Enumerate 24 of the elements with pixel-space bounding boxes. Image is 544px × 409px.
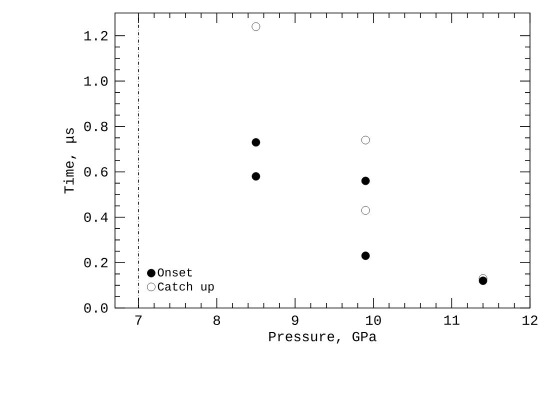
y-tick-label: 0.6 [84,167,108,177]
y-tick-label: 0.8 [84,122,108,132]
y-tick-label: 0.2 [84,258,108,268]
point [361,252,370,260]
x-tick-label: 12 [522,316,538,325]
legend-label: Catch up [158,282,214,294]
x-tick-label: 11 [444,316,460,325]
point [252,22,260,31]
point [361,206,370,215]
y-axis-title: Time, μs [64,128,77,194]
point [252,138,260,147]
point [361,176,370,186]
x-tick-label: 9 [292,316,298,325]
x-tick-label: 7 [135,316,142,325]
y-tick-label: 1.0 [84,76,108,86]
point [252,172,260,181]
y-tick-label: 0.0 [84,303,108,313]
legend-label: Onset [158,268,192,276]
point [361,136,370,144]
y-tick-label: 0.4 [84,212,108,222]
x-tick-label: 8 [214,316,220,325]
x-tick-label: 10 [366,316,381,325]
x-axis-title: Pressure, GPa [269,332,376,344]
y-tick-label: 1.2 [84,31,108,40]
